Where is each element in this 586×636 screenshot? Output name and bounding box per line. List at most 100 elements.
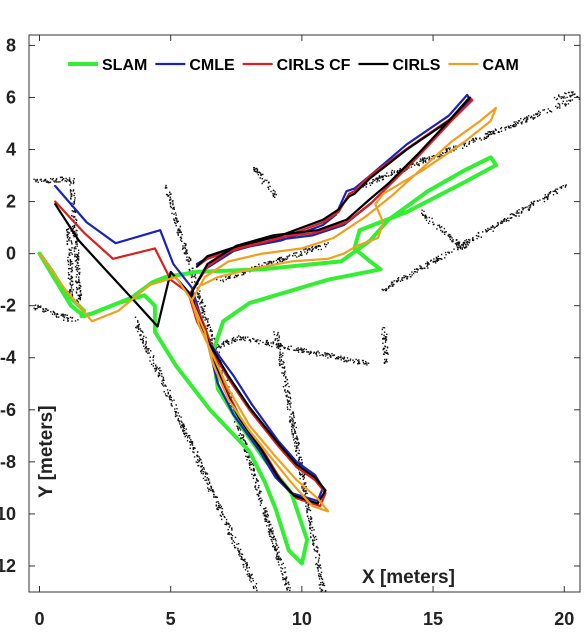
map-point xyxy=(273,535,275,538)
map-point xyxy=(401,279,403,281)
map-point xyxy=(266,263,268,265)
map-point xyxy=(463,242,465,244)
map-point xyxy=(268,521,270,523)
map-point xyxy=(184,435,186,438)
map-point xyxy=(282,574,284,576)
map-point xyxy=(241,437,243,439)
map-point xyxy=(301,348,303,350)
map-point xyxy=(68,291,70,293)
map-point xyxy=(181,240,183,242)
map-point xyxy=(269,260,271,263)
map-point xyxy=(253,473,256,475)
map-point xyxy=(451,237,453,239)
map-point xyxy=(364,184,366,187)
map-point xyxy=(226,389,229,391)
map-point xyxy=(384,358,386,361)
map-point xyxy=(58,316,60,318)
map-point xyxy=(516,210,518,212)
map-point xyxy=(279,364,281,367)
map-point xyxy=(191,281,193,283)
map-point xyxy=(277,258,279,260)
map-point xyxy=(155,367,157,370)
map-point xyxy=(289,420,291,422)
map-point xyxy=(208,481,211,483)
map-point xyxy=(303,477,305,479)
map-point xyxy=(39,306,42,308)
map-point xyxy=(172,204,174,206)
map-point xyxy=(569,99,572,101)
map-point xyxy=(202,310,204,312)
map-point xyxy=(34,308,37,310)
map-point xyxy=(406,168,408,170)
map-point xyxy=(256,589,258,592)
map-point xyxy=(533,117,536,119)
map-point xyxy=(320,576,322,578)
map-point xyxy=(289,589,291,592)
map-point xyxy=(283,361,285,364)
map-point xyxy=(388,285,391,287)
map-point xyxy=(73,236,75,238)
map-point xyxy=(338,356,340,358)
map-point xyxy=(503,220,506,222)
map-point xyxy=(37,306,40,308)
map-point xyxy=(254,265,256,268)
map-point xyxy=(443,233,446,236)
map-point xyxy=(390,285,392,287)
map-point xyxy=(239,555,241,557)
map-point xyxy=(290,345,292,347)
map-point xyxy=(239,437,242,439)
map-point xyxy=(556,192,558,195)
map-point xyxy=(244,569,247,571)
map-point xyxy=(334,358,337,360)
map-point xyxy=(525,120,527,122)
map-point xyxy=(168,194,170,197)
map-point xyxy=(284,380,286,383)
map-point xyxy=(216,278,218,281)
map-point xyxy=(332,354,334,357)
map-point xyxy=(140,330,142,332)
legend-entry-label: CIRLS CF xyxy=(277,57,351,74)
map-point xyxy=(205,317,207,319)
map-point xyxy=(298,458,300,461)
map-point xyxy=(320,573,322,576)
map-point xyxy=(314,550,316,552)
map-point xyxy=(219,504,221,506)
map-point xyxy=(463,143,466,146)
map-point xyxy=(566,100,568,102)
map-point xyxy=(250,574,252,576)
map-point xyxy=(33,307,35,309)
map-point xyxy=(201,306,203,308)
map-point xyxy=(198,293,200,295)
map-point xyxy=(257,486,260,489)
map-point xyxy=(483,136,486,139)
map-point xyxy=(221,511,223,514)
map-point xyxy=(177,412,179,414)
map-point xyxy=(522,209,524,211)
map-point xyxy=(278,359,280,361)
map-point xyxy=(390,174,392,176)
map-point xyxy=(286,257,289,259)
map-point xyxy=(185,243,187,245)
map-point xyxy=(237,428,240,430)
trajectory-series xyxy=(37,93,498,566)
map-point xyxy=(341,357,344,359)
map-point xyxy=(188,256,190,258)
map-point xyxy=(68,179,70,181)
map-point xyxy=(204,316,206,318)
map-point xyxy=(78,278,80,280)
map-point xyxy=(282,372,284,374)
map-point xyxy=(70,193,72,195)
map-point xyxy=(462,244,464,246)
map-point xyxy=(181,248,184,250)
map-point xyxy=(253,474,255,477)
map-point xyxy=(382,176,384,178)
map-point xyxy=(295,437,297,439)
map-point xyxy=(422,213,424,216)
map-point xyxy=(73,216,75,219)
map-point xyxy=(202,473,204,475)
map-point xyxy=(270,528,272,530)
map-point xyxy=(353,361,356,363)
map-point xyxy=(287,582,289,584)
map-point xyxy=(279,353,281,355)
map-point xyxy=(177,220,180,222)
